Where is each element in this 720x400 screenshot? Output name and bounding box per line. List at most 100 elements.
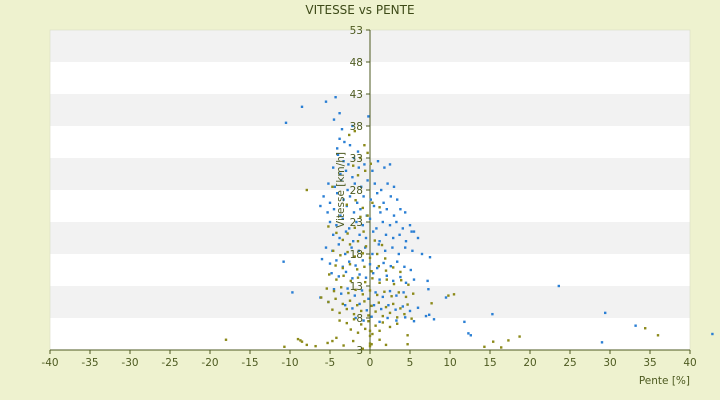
data-point (348, 227, 351, 230)
data-point (360, 323, 363, 326)
data-point (344, 304, 347, 307)
data-point (349, 328, 352, 331)
data-point (387, 304, 390, 307)
data-point (356, 150, 360, 153)
data-point (338, 137, 341, 140)
x-tick-label: 35 (643, 357, 656, 369)
data-point (424, 314, 428, 318)
data-point (335, 231, 338, 235)
data-point (377, 243, 380, 246)
y-tick-label: 48 (350, 57, 363, 69)
data-point (340, 179, 343, 182)
data-point (412, 230, 416, 233)
data-point (352, 240, 355, 243)
data-point (362, 230, 365, 233)
y-tick-label: 8 (356, 313, 363, 325)
data-point (357, 166, 360, 169)
data-point (374, 324, 377, 327)
data-point (388, 311, 392, 315)
plot-axes (49, 29, 691, 354)
data-point (366, 179, 369, 182)
data-point (349, 279, 352, 283)
data-point (557, 284, 560, 288)
data-point (403, 265, 406, 268)
data-point (353, 226, 356, 229)
data-point (284, 121, 288, 124)
data-point (378, 329, 381, 332)
data-point (343, 140, 346, 144)
data-point (392, 282, 396, 286)
data-point (372, 272, 375, 275)
data-point (644, 327, 647, 330)
data-point (634, 324, 637, 327)
data-point (411, 249, 414, 252)
data-point (388, 224, 392, 227)
data-point (324, 100, 328, 103)
data-point (656, 334, 660, 337)
data-point (444, 296, 448, 299)
x-tick-label: -10 (281, 357, 298, 369)
data-point (360, 309, 363, 313)
data-point (364, 276, 368, 279)
data-point (296, 337, 300, 341)
data-point (345, 321, 348, 325)
data-point (426, 279, 429, 283)
data-point (339, 172, 342, 176)
data-point (346, 287, 349, 290)
data-point (383, 290, 386, 293)
data-point (344, 230, 348, 233)
data-point (335, 278, 338, 281)
data-point (368, 263, 372, 266)
data-point (348, 195, 352, 198)
data-point (332, 166, 335, 169)
data-point (337, 243, 340, 246)
data-point (401, 305, 404, 308)
y-tick-label: 33 (350, 153, 363, 165)
data-point (467, 332, 470, 335)
data-point (331, 185, 334, 188)
data-point (346, 188, 349, 192)
data-point (334, 264, 337, 267)
data-point (336, 153, 340, 156)
data-point (327, 182, 330, 185)
data-point (369, 162, 372, 165)
x-tick-label: -15 (241, 357, 258, 369)
data-point (353, 294, 356, 297)
data-point (404, 246, 407, 249)
data-point (380, 307, 383, 311)
y-tick-label: 43 (350, 89, 363, 101)
data-point (346, 250, 349, 254)
data-point (380, 188, 383, 192)
data-point (341, 266, 344, 270)
data-point (368, 344, 372, 348)
x-tick-label: -20 (201, 357, 218, 369)
data-point (344, 270, 348, 274)
data-point (396, 260, 399, 263)
data-point (399, 208, 402, 211)
data-point (432, 318, 436, 321)
x-tick-label: -25 (161, 357, 178, 369)
data-point (355, 220, 358, 224)
data-point (341, 265, 344, 268)
data-point (404, 295, 408, 299)
x-axis-label: Pente [%] (639, 375, 690, 387)
data-point (324, 246, 328, 249)
data-point (351, 124, 354, 128)
data-point (372, 204, 376, 208)
data-point (407, 283, 410, 286)
data-point (339, 254, 342, 257)
data-point (354, 199, 357, 202)
data-point (367, 297, 370, 300)
data-point (397, 291, 400, 294)
data-point (328, 201, 332, 204)
data-point (341, 238, 344, 242)
data-point (379, 211, 382, 214)
data-point (361, 206, 364, 210)
y-tick-label: 13 (350, 281, 363, 293)
data-point (348, 144, 352, 147)
data-point (353, 182, 356, 185)
data-point (382, 261, 385, 265)
data-point (299, 339, 302, 342)
data-point (384, 249, 387, 252)
data-point (398, 233, 401, 236)
